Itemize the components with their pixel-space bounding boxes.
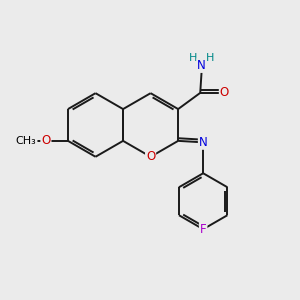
Text: H: H (206, 52, 214, 62)
Text: N: N (197, 59, 206, 72)
Text: O: O (220, 86, 229, 99)
Text: O: O (146, 150, 155, 163)
Text: O: O (41, 134, 50, 147)
Text: N: N (199, 136, 208, 149)
Text: F: F (200, 223, 206, 236)
Text: CH₃: CH₃ (16, 136, 37, 146)
Text: H: H (189, 52, 198, 62)
